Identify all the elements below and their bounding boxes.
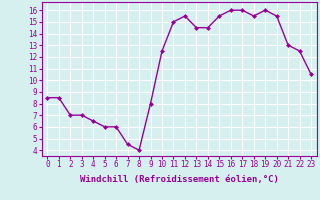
X-axis label: Windchill (Refroidissement éolien,°C): Windchill (Refroidissement éolien,°C) — [80, 175, 279, 184]
